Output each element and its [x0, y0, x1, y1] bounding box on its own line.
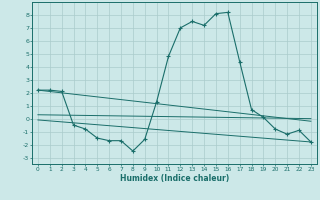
- X-axis label: Humidex (Indice chaleur): Humidex (Indice chaleur): [120, 174, 229, 183]
